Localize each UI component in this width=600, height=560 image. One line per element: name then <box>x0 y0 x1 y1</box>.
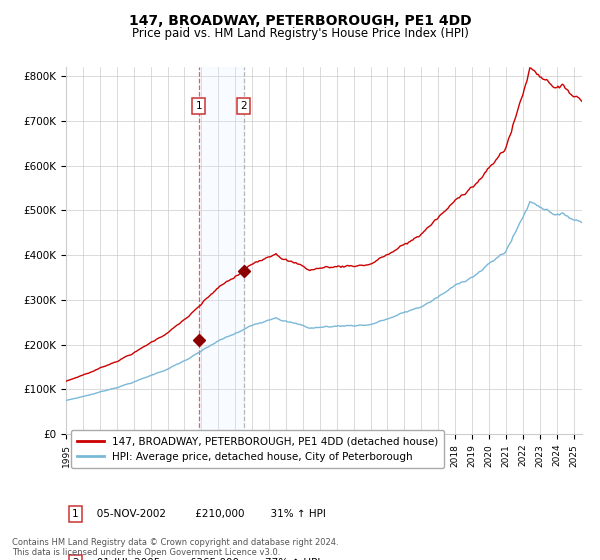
Text: 1: 1 <box>72 510 79 520</box>
Text: 2: 2 <box>72 558 79 560</box>
Bar <box>199 67 244 434</box>
Text: Price paid vs. HM Land Registry's House Price Index (HPI): Price paid vs. HM Land Registry's House … <box>131 27 469 40</box>
Text: 1: 1 <box>196 101 202 111</box>
Text: 2: 2 <box>241 101 247 111</box>
Text: 147, BROADWAY, PETERBOROUGH, PE1 4DD: 147, BROADWAY, PETERBOROUGH, PE1 4DD <box>128 14 472 28</box>
Text: Contains HM Land Registry data © Crown copyright and database right 2024.
This d: Contains HM Land Registry data © Crown c… <box>12 538 338 557</box>
Text: 05-NOV-2002         £210,000        31% ↑ HPI: 05-NOV-2002 £210,000 31% ↑ HPI <box>86 510 326 520</box>
Legend: 147, BROADWAY, PETERBOROUGH, PE1 4DD (detached house), HPI: Average price, detac: 147, BROADWAY, PETERBOROUGH, PE1 4DD (de… <box>71 430 445 468</box>
Text: 01-JUL-2005         £365,000        77% ↑ HPI: 01-JUL-2005 £365,000 77% ↑ HPI <box>86 558 320 560</box>
